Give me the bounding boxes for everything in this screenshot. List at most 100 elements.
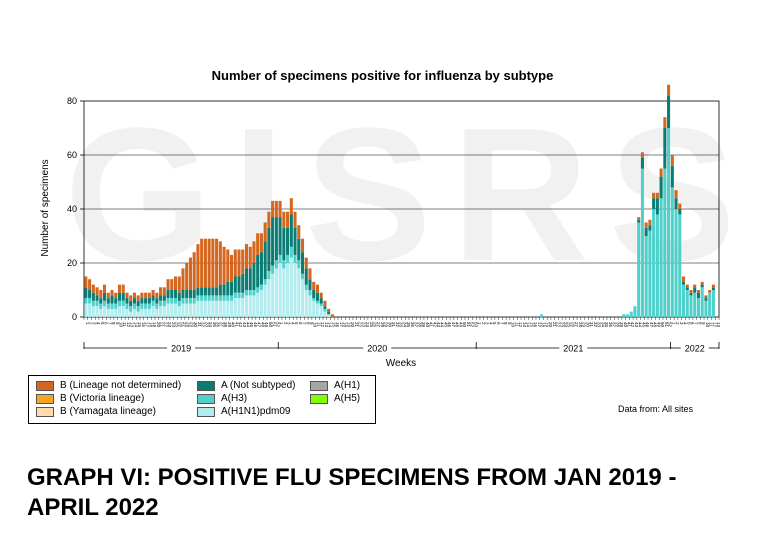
bar-segment [667, 84, 671, 96]
bar-segment [286, 211, 290, 228]
x-tick-label: 39 [227, 322, 232, 328]
bar-segment [263, 284, 267, 317]
bar-segment [248, 246, 252, 269]
bar-segment [667, 128, 671, 317]
x-tick-label: 23 [167, 322, 172, 328]
bar-segment [226, 249, 230, 282]
bar-segment [319, 298, 323, 304]
bar-segment [696, 290, 700, 293]
bar-segment [315, 292, 319, 301]
x-tick-label: 31 [391, 322, 396, 328]
bar-segment [162, 300, 166, 307]
bar-segment [170, 298, 174, 304]
x-tick-label: 16 [335, 322, 340, 328]
bar-segment [696, 292, 700, 299]
bar-segment [185, 298, 189, 304]
bar-segment [248, 295, 252, 317]
bar-segment [188, 303, 192, 317]
bar-segment [663, 168, 667, 317]
x-tick-label: 46 [253, 322, 258, 328]
bar-segment [244, 244, 249, 269]
bar-segment [88, 290, 92, 299]
bar-segment [233, 249, 237, 277]
legend-swatch [36, 380, 54, 391]
bar-segment [674, 198, 678, 209]
bar-segment [155, 303, 159, 309]
bar-segment [685, 287, 689, 290]
year-label: 2021 [563, 344, 583, 354]
bar-segment [271, 265, 275, 274]
bar-segment [319, 292, 323, 299]
x-tick-label: 17 [145, 322, 150, 328]
bar-segment [644, 236, 648, 317]
bar-segment [271, 217, 275, 266]
bar-segment [315, 303, 319, 317]
x-tick-label: 44 [638, 322, 643, 328]
x-tick-label: 23 [559, 322, 564, 328]
x-tick-label: 3 [485, 322, 490, 325]
bar-segment [215, 238, 219, 288]
bar-segment [121, 292, 125, 301]
bar-segment [308, 279, 312, 290]
bar-segment [652, 209, 656, 317]
x-tick-label: 32 [201, 322, 206, 328]
bar-segment [159, 300, 163, 307]
x-tick-label: 30 [193, 322, 198, 328]
legend-label: A(H3) [221, 393, 248, 404]
x-tick-label: 50 [660, 322, 665, 328]
bar-segment [121, 300, 125, 307]
bar-segment [117, 284, 122, 293]
bar-segment [91, 300, 95, 307]
x-tick-label: 48 [653, 322, 658, 328]
x-tick-label: 13 [130, 322, 135, 328]
bar-segment [711, 284, 715, 288]
bar-segment [181, 290, 185, 299]
x-tick-label: 12 [126, 322, 131, 328]
bar-segment [177, 276, 181, 293]
x-tick-label: 49 [264, 322, 269, 328]
x-tick-label: 7 [107, 322, 112, 325]
bar-segment [230, 254, 234, 282]
x-tick-label: 37 [414, 322, 419, 328]
bar-segment [110, 290, 114, 296]
bar-segment [300, 252, 305, 274]
bar-segment [319, 306, 323, 317]
bar-segment [91, 284, 95, 293]
legend-label: B (Yamagata lineage) [60, 406, 156, 417]
bar-segment [144, 308, 148, 317]
bar-segment [177, 306, 181, 317]
x-tick-label: 44 [245, 322, 250, 328]
bar-segment [200, 238, 204, 288]
bar-segment [267, 211, 271, 228]
x-tick-label: 6 [690, 322, 695, 325]
x-tick-label: 40 [623, 322, 628, 328]
bar-segment [274, 217, 278, 261]
bar-segment [674, 190, 678, 199]
chart-legend: B (Lineage not determined) B (Victoria l… [28, 375, 376, 424]
x-tick-label: 15 [529, 322, 534, 328]
x-tick-label: 6 [104, 322, 109, 325]
bar-segment [226, 281, 230, 296]
bar-segment [211, 238, 215, 288]
x-tick-label: 4 [683, 322, 688, 325]
x-tick-label: 53 [473, 322, 478, 328]
x-tick-label: 24 [171, 322, 176, 328]
bar-segment [110, 303, 114, 309]
bar-segment [181, 298, 185, 304]
x-tick-label: 27 [376, 322, 381, 328]
bar-segment [129, 300, 133, 307]
x-tick-label: 12 [320, 322, 325, 328]
x-tick-label: 8 [697, 322, 702, 325]
x-tick-label: 30 [387, 322, 392, 328]
legend-swatch [310, 380, 328, 391]
x-tick-label: 36 [216, 322, 221, 328]
bar-segment [263, 241, 267, 280]
bar-segment [708, 292, 712, 317]
bar-segment [263, 279, 267, 285]
x-tick-label: 24 [563, 322, 568, 328]
bar-segment [203, 295, 207, 301]
bar-segment [289, 257, 293, 317]
x-tick-label: 18 [541, 322, 546, 328]
x-tick-label: 41 [234, 322, 239, 328]
x-tick-label: 11 [514, 322, 519, 327]
